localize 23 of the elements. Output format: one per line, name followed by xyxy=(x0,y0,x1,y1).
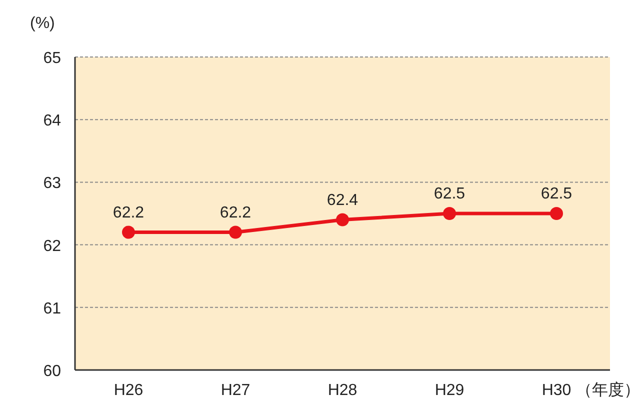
point xyxy=(336,213,349,226)
y-tick-label: 64 xyxy=(43,112,62,130)
data-label: 62.2 xyxy=(220,204,252,222)
y-tick-label: 65 xyxy=(43,50,62,67)
y-axis-title: (%) xyxy=(30,15,55,32)
point xyxy=(122,226,135,239)
point xyxy=(550,207,563,220)
x-tick-label: H27 xyxy=(220,382,250,399)
y-tick-label: 63 xyxy=(43,175,62,192)
x-tick-label: H29 xyxy=(434,382,464,399)
data-label: 62.5 xyxy=(540,186,572,202)
x-tick-label: H30 xyxy=(542,382,572,399)
data-label: 62.2 xyxy=(112,204,144,222)
y-tick-label: 61 xyxy=(43,300,62,318)
data-label: 62.4 xyxy=(326,192,358,209)
data-label: 62.5 xyxy=(434,186,466,202)
x-tick-label: H26 xyxy=(114,382,144,399)
point xyxy=(229,226,242,239)
y-tick-label: 60 xyxy=(43,363,62,380)
x-tick-label: H28 xyxy=(328,382,358,399)
x-axis-title: （年度） xyxy=(576,381,640,399)
y-tick-label: 62 xyxy=(43,238,62,255)
point xyxy=(443,207,456,220)
